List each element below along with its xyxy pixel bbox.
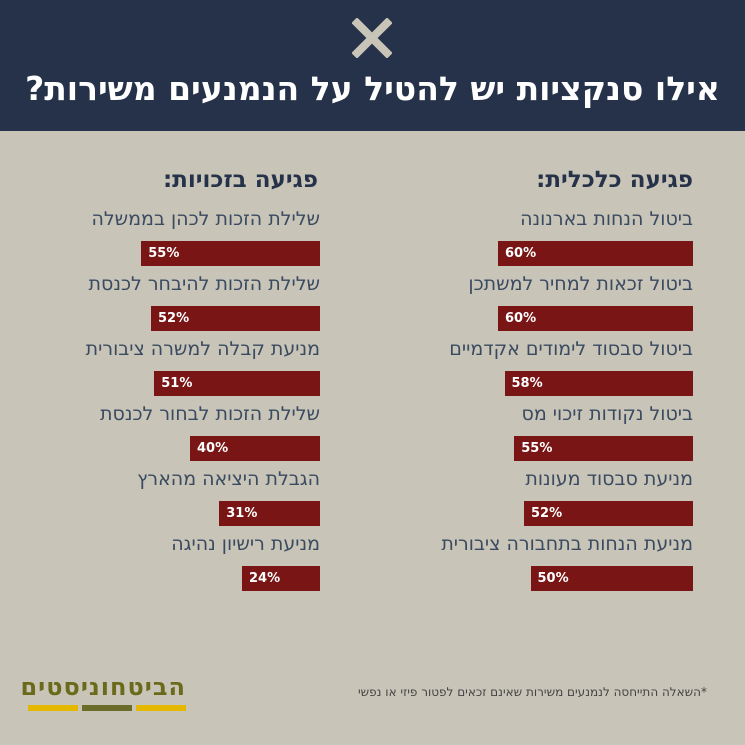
rights-label-3: מניעת קבלה למשרה ציבורית: [85, 338, 320, 360]
economic-bar-2: [498, 306, 693, 331]
economic-label-3: ביטול סבסוד לימודים אקדמיים: [449, 338, 693, 360]
rights-impact-heading: פגיעה בזכויות:: [162, 167, 318, 193]
economic-bar-1: [498, 241, 693, 266]
economic-label-4: ביטול נקודות זיכוי מס: [521, 403, 693, 425]
brand-logo-text: הביטחוניסטים: [20, 673, 186, 701]
rights-value-1: 55%: [148, 246, 180, 261]
rights-bar-3: [154, 371, 320, 396]
economic-label-5: מניעת סבסוד מעונות: [525, 468, 693, 490]
economic-impact-heading: פגיעה כלכלית:: [536, 167, 693, 193]
rights-label-2: שלילת הזכות להיבחר לכנסת: [88, 273, 320, 295]
page-title: אילו סנקציות יש להטיל על הנמנעים משירות?: [25, 69, 720, 108]
brand-logo: הביטחוניסטים: [20, 672, 186, 716]
rights-bar-6: [242, 566, 320, 591]
economic-bar-3: [504, 371, 693, 396]
close-icon: [352, 18, 392, 58]
rights-value-5: 31%: [226, 506, 258, 521]
economic-bar-5: [524, 501, 693, 526]
economic-value-4: 55%: [521, 441, 553, 456]
logo-stripe-yellow-right: [136, 705, 186, 711]
rights-value-3: 51%: [161, 376, 193, 391]
rights-label-6: מניעת רישיון נהיגה: [171, 533, 320, 555]
economic-value-2: 60%: [505, 311, 537, 326]
economic-value-6: 50%: [537, 571, 569, 586]
rights-label-1: שלילת הזכות לכהן בממשלה: [91, 208, 320, 230]
logo-stripe-yellow-left: [28, 705, 78, 711]
economic-value-1: 60%: [505, 246, 537, 261]
logo-stripe-olive: [82, 705, 132, 711]
economic-bar-4: [514, 436, 693, 461]
rights-label-4: שלילת הזכות לבחור לכנסת: [100, 403, 320, 425]
rights-value-6: 24%: [249, 571, 281, 586]
rights-value-4: 40%: [197, 441, 229, 456]
rights-bar-1: [141, 241, 320, 266]
economic-bar-6: [530, 566, 693, 591]
rights-bar-4: [190, 436, 320, 461]
economic-value-3: 58%: [511, 376, 543, 391]
economic-label-2: ביטול זכאות למחיר למשתכן: [468, 273, 693, 295]
rights-bar-5: [219, 501, 320, 526]
economic-label-6: מניעת הנחות בתחבורה ציבורית: [441, 533, 693, 555]
footnote: *השאלה התייחסה לנמנעים משירות שאינם זכאי…: [358, 685, 707, 699]
rights-value-2: 52%: [158, 311, 190, 326]
rights-bar-2: [151, 306, 320, 331]
rights-label-5: הגבלת היציאה מהארץ: [137, 468, 320, 490]
economic-value-5: 52%: [531, 506, 563, 521]
economic-label-1: ביטול הנחות בארנונה: [520, 208, 693, 230]
header-banner: אילו סנקציות יש להטיל על הנמנעים משירות?: [0, 0, 745, 131]
